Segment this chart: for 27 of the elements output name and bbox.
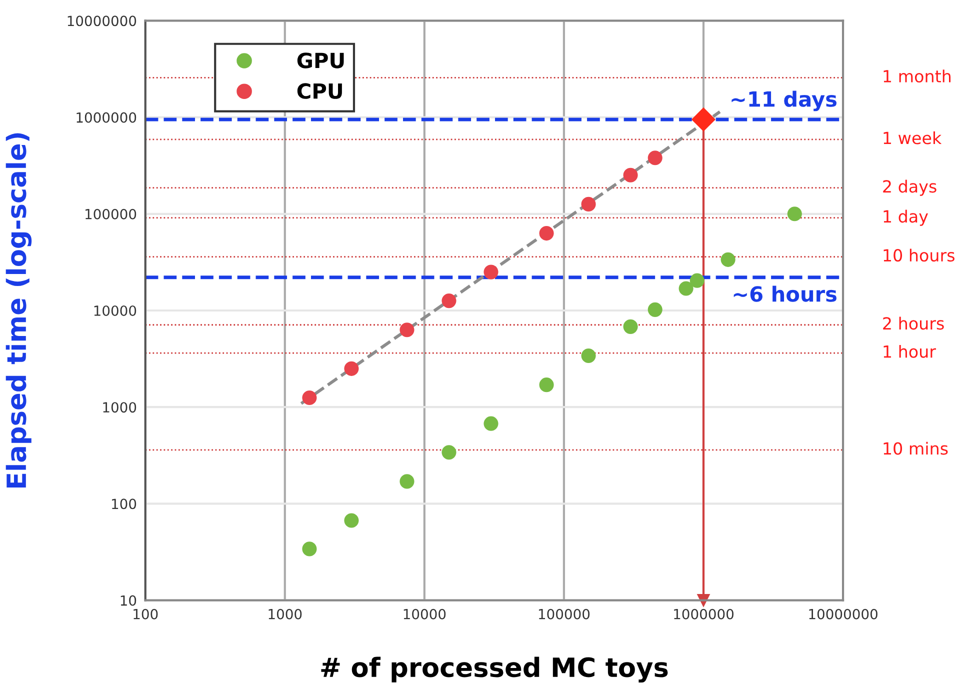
y-tick-label: 1000000: [76, 112, 136, 123]
ref-line-label: 1 day: [884, 210, 928, 226]
x-tick-label: 1000: [268, 608, 302, 620]
ref-line-label: 10 hours: [884, 248, 954, 262]
ref-line-label: 1 hour: [884, 344, 936, 358]
ref-line-label: ~11 days: [732, 90, 836, 112]
ref-line-label: ~6 hours: [734, 286, 836, 302]
x-tick-label: 100000: [538, 608, 590, 620]
x-axis-title: # of processed MC toys: [321, 656, 668, 683]
ref-line-label: 10 mins: [884, 442, 948, 455]
y-tick-label: 100: [112, 498, 136, 510]
y-tick-label: 10: [120, 595, 136, 606]
y-tick-label: 10000: [94, 305, 136, 316]
legend-label: CPU: [297, 83, 342, 99]
y-tick-label: 100000: [86, 208, 136, 220]
ref-line-label: 2 hours: [883, 316, 944, 330]
x-tick-label: 1000000: [674, 608, 734, 620]
ref-line-label: 2 days: [883, 180, 936, 196]
legend-label: GPU: [297, 52, 344, 68]
y-tick-label: 10000000: [68, 16, 136, 26]
y-tick-label: 1000: [103, 402, 136, 413]
x-tick-label: 10000000: [809, 608, 878, 620]
x-tick-label: 100: [134, 608, 158, 620]
x-tick-label: 10000: [404, 608, 446, 620]
ref-line-label: 1 week: [884, 131, 942, 144]
y-axis-title: Elapsed time (log-scale): [6, 133, 32, 488]
ref-line-label: 1 month: [884, 70, 950, 83]
